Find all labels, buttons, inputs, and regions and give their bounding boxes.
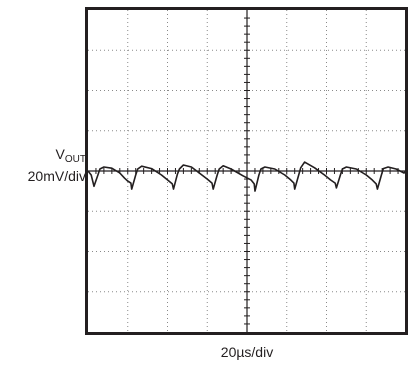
channel-name: VOUT: [28, 146, 86, 168]
vertical-scale: 20mV/div: [28, 168, 86, 184]
channel-label: VOUT 20mV/div: [28, 146, 86, 184]
time-scale: 20µs/div: [88, 344, 406, 360]
